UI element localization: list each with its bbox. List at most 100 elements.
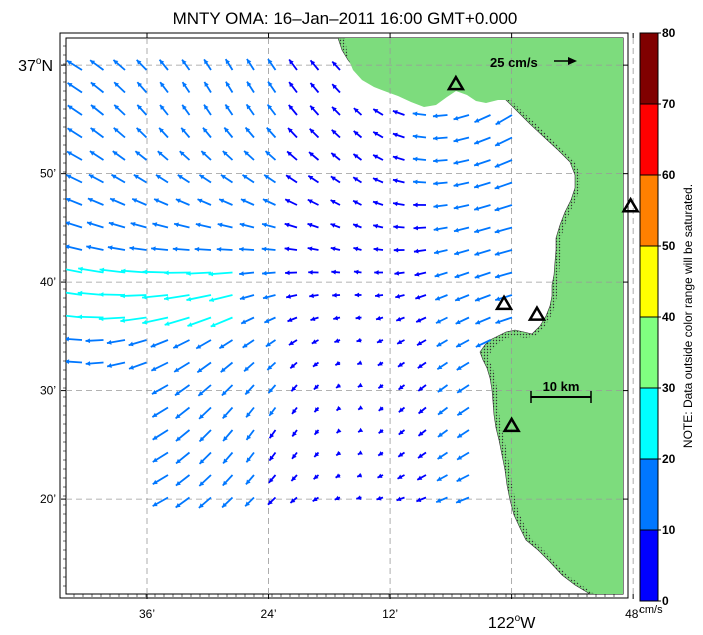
vector-head-134 — [130, 222, 136, 227]
vector-head-151 — [494, 228, 500, 234]
colorbar-tick-label-4: 40 — [662, 310, 676, 324]
vector-head-19 — [204, 81, 209, 87]
vector-head-358 — [334, 495, 340, 501]
vector-head-67 — [495, 141, 501, 146]
vector-head-48 — [90, 127, 96, 133]
vector-head-360 — [376, 495, 382, 501]
vector-head-73 — [179, 151, 185, 156]
vector-head-170 — [454, 250, 460, 256]
vector-head-86 — [453, 160, 459, 165]
vector-head-122 — [330, 199, 336, 205]
vector-head-21 — [247, 81, 252, 87]
vector-head-306 — [175, 436, 181, 442]
vector-head-267 — [312, 362, 318, 367]
vector-head-308 — [223, 436, 228, 442]
vector-head-45 — [474, 118, 480, 123]
vector-head-130 — [494, 206, 500, 212]
vector-head-35 — [267, 104, 273, 110]
vector-head-70 — [112, 151, 118, 156]
vector-head-87 — [474, 161, 480, 167]
vector-head-268 — [335, 360, 341, 366]
vector-head-253 — [436, 342, 442, 347]
vector-head-95 — [199, 174, 205, 180]
vector-head-144 — [353, 223, 359, 229]
vector-head-313 — [336, 428, 342, 434]
vector-head-83 — [392, 155, 398, 161]
vector-head-347 — [417, 475, 423, 480]
vector-head-40 — [373, 109, 379, 114]
vector-head-101 — [330, 176, 336, 181]
vector-head-29 — [137, 104, 143, 110]
vector-head-171 — [474, 251, 480, 256]
vector-head-11 — [310, 60, 316, 66]
vector-head-305 — [152, 435, 158, 440]
vector-head-16 — [137, 82, 143, 88]
vector-head-60 — [353, 130, 359, 136]
vector-head-259 — [128, 365, 134, 370]
vector-head-330 — [378, 451, 384, 456]
vector-head-47 — [67, 128, 73, 133]
vector-head-211 — [435, 295, 441, 301]
vector-head-148 — [433, 226, 439, 232]
vector-head-37 — [310, 105, 315, 111]
vector-head-190 — [434, 272, 440, 278]
vector-head-309 — [246, 434, 252, 440]
vector-head-132 — [86, 221, 92, 226]
vector-head-307 — [199, 436, 205, 442]
vector-head-156 — [151, 246, 156, 252]
reference-arrow-head — [568, 57, 577, 65]
vector-head-147 — [413, 225, 419, 231]
vector-head-81 — [353, 154, 359, 159]
vector-head-290 — [152, 412, 158, 418]
vector-head-181 — [239, 271, 244, 276]
vector-head-46 — [495, 120, 501, 125]
vector-head-135 — [152, 222, 158, 227]
vector-head-273 — [437, 364, 443, 370]
vector-head-196 — [99, 292, 104, 297]
vector-head-295 — [269, 410, 274, 416]
vector-head-3 — [136, 59, 142, 65]
vector-head-293 — [222, 413, 228, 419]
lat-label-4: 20’ — [40, 492, 56, 506]
vector-head-202 — [239, 295, 245, 301]
vector-head-361 — [396, 496, 402, 502]
vector-head-303 — [438, 410, 443, 415]
lat-label-0: 37oN — [18, 56, 53, 75]
vector-head-340 — [268, 477, 274, 483]
vector-head-142 — [307, 222, 313, 228]
vector-head-1 — [90, 60, 96, 65]
vector-head-222 — [210, 322, 216, 328]
vector-head-173 — [57, 266, 62, 271]
vector-head-265 — [267, 365, 273, 370]
colorbar-tick-label-6: 60 — [662, 168, 676, 182]
vector-head-82 — [373, 154, 379, 160]
vector-head-61 — [373, 131, 379, 137]
vector-head-72 — [157, 151, 163, 156]
lon-label-2: 12’ — [382, 607, 398, 621]
colorbar: 0 10 20 30 40 50 60 70 80 — [639, 26, 676, 608]
vector-head-136 — [174, 222, 179, 228]
vector-head-166 — [373, 247, 379, 252]
vector-head-292 — [199, 414, 204, 419]
vector-head-346 — [397, 474, 403, 479]
colorbar-tick-label-3: 30 — [662, 381, 676, 395]
vector-head-165 — [353, 246, 359, 252]
vector-head-237 — [85, 338, 91, 344]
vector-head-352 — [198, 503, 204, 508]
vector-head-113 — [132, 198, 138, 203]
vector-head-163 — [307, 246, 313, 252]
vector-head-27 — [90, 105, 96, 110]
vector-head-91 — [111, 174, 117, 179]
vector-head-116 — [197, 198, 203, 204]
vector-head-10 — [289, 59, 294, 65]
vector-head-17 — [160, 82, 165, 88]
vector-head-143 — [330, 223, 336, 228]
vector-head-193 — [495, 273, 500, 279]
vector-head-195 — [77, 290, 83, 296]
colorbar-tick-label-8: 80 — [662, 26, 676, 40]
scale-bar-group: 10 km — [530, 379, 592, 403]
vector-head-39 — [353, 108, 359, 113]
vector-head-280 — [268, 388, 274, 393]
vector-head-52 — [181, 127, 186, 133]
vector-head-123 — [353, 200, 359, 205]
